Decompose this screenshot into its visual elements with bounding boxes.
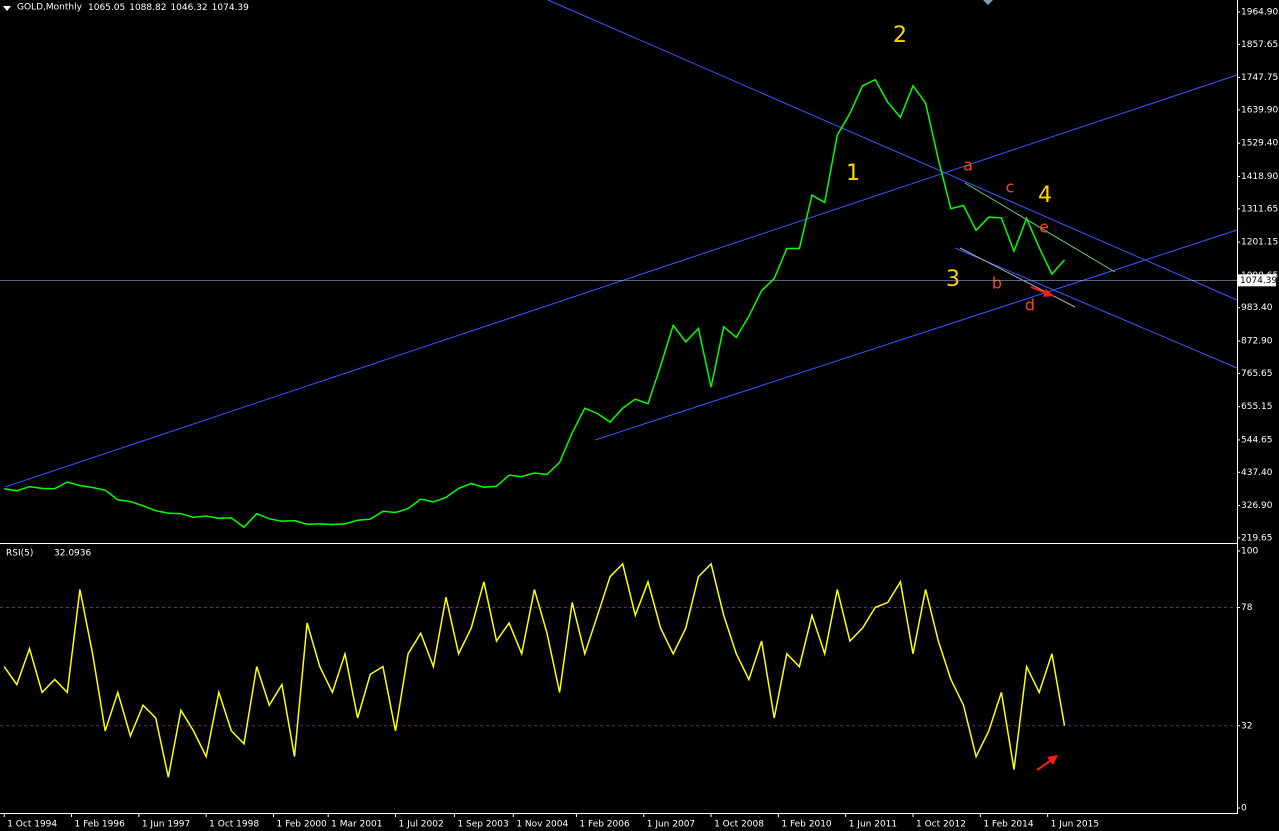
- subwave-label: b: [992, 274, 1002, 293]
- wave-label: 3: [946, 267, 960, 292]
- series-line: [3, 562, 1066, 778]
- trend-line: [964, 182, 1116, 273]
- ohlc-value: 1065.05: [88, 3, 125, 13]
- wave-label: 1: [846, 161, 860, 186]
- x-tick-label: 1 Jun 2011: [849, 820, 897, 830]
- y-tick-label: 0: [1241, 804, 1247, 814]
- y-tick-label: 1418.90: [1241, 172, 1278, 182]
- trend-line: [594, 229, 1238, 441]
- y-tick-label: 1311.65: [1241, 204, 1278, 214]
- x-tick-label: 1 Jun 2015: [1051, 820, 1099, 830]
- wave-label: 4: [1038, 183, 1052, 208]
- y-tick-label: 100: [1241, 547, 1258, 557]
- arrow: [1036, 760, 1051, 771]
- y-tick-label: 1747.75: [1241, 73, 1278, 83]
- x-tick-label: 1 Oct 1998: [209, 820, 259, 830]
- current-price-label: 1074.39: [1240, 276, 1277, 286]
- series-line: [4, 78, 1066, 529]
- y-tick-label: 983.40: [1241, 303, 1273, 313]
- x-tick-label: 1 Feb 2010: [781, 820, 832, 830]
- trend-line: [959, 247, 1076, 308]
- shift-marker: [983, 0, 993, 5]
- y-tick-label: 326.90: [1241, 501, 1273, 511]
- x-tick-label: 1 Feb 2006: [579, 820, 630, 830]
- menu-icon[interactable]: [3, 6, 11, 11]
- x-tick-label: 1 Oct 1994: [7, 820, 57, 830]
- arrow-head: [1047, 755, 1058, 765]
- rsi-title: RSI(5): [6, 549, 33, 559]
- x-tick-label: 1 Mar 2001: [331, 820, 382, 830]
- x-tick-label: 1 Sep 2003: [457, 820, 508, 830]
- ohlc-values: 1065.05 1088.82 1046.32 1074.39: [88, 3, 249, 13]
- x-tick-label: 1 Jun 2007: [647, 820, 695, 830]
- wave-label: 2: [893, 23, 907, 48]
- x-tick-label: 1 Feb 2014: [983, 820, 1034, 830]
- x-tick-label: 1 Feb 1996: [75, 820, 126, 830]
- x-tick-label: 1 Jul 2002: [399, 820, 444, 830]
- y-tick-label: 1529.40: [1241, 139, 1278, 149]
- y-tick-label: 1639.90: [1241, 105, 1278, 115]
- ohlc-value: 1088.82: [129, 3, 166, 13]
- symbol-title: GOLD,Monthly: [17, 3, 83, 13]
- subwave-label: d: [1025, 296, 1035, 315]
- subwave-label: a: [963, 156, 973, 175]
- trend-line: [954, 247, 1238, 369]
- rsi-value: 32.0936: [54, 549, 91, 559]
- x-tick-label: 1 Oct 2012: [916, 820, 966, 830]
- trend-line: [4, 74, 1238, 488]
- y-tick-label: 872.90: [1241, 337, 1273, 347]
- y-tick-label: 78: [1241, 603, 1253, 613]
- x-tick-label: 1 Feb 2000: [276, 820, 327, 830]
- ohlc-value: 1074.39: [212, 3, 249, 13]
- y-tick-label: 437.40: [1241, 468, 1273, 478]
- y-tick-label: 1857.65: [1241, 40, 1278, 50]
- x-tick-label: 1 Jun 1997: [142, 820, 190, 830]
- current-price-box: [1238, 274, 1276, 287]
- y-tick-label: 655.15: [1241, 402, 1273, 412]
- y-tick-label: 1964.90: [1241, 7, 1278, 17]
- trend-line: [547, 0, 1238, 301]
- subwave-label: e: [1039, 218, 1049, 237]
- y-tick-label: 765.65: [1241, 369, 1273, 379]
- arrow-head: [1043, 289, 1054, 297]
- ohlc-value: 1046.32: [170, 3, 207, 13]
- x-tick-label: 1 Nov 2004: [516, 820, 568, 830]
- y-tick-label: 32: [1241, 721, 1252, 731]
- y-tick-label: 544.65: [1241, 435, 1273, 445]
- subwave-label: c: [1006, 178, 1015, 197]
- y-tick-label: 219.65: [1241, 533, 1273, 543]
- x-tick-label: 1 Oct 2008: [714, 820, 764, 830]
- arrow: [1030, 286, 1047, 294]
- y-tick-label: 1201.15: [1241, 238, 1278, 248]
